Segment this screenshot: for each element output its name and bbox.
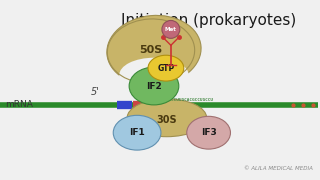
Ellipse shape <box>148 55 184 81</box>
Text: AUGCUUGCCCUUGCACGCCUGCCU: AUGCUUGCCCUUGCACGCCUGCCU <box>151 98 214 102</box>
Text: mRNA: mRNA <box>5 100 33 109</box>
Text: IF2: IF2 <box>146 82 162 91</box>
Ellipse shape <box>187 116 230 149</box>
Text: Met: Met <box>165 27 177 32</box>
Text: IF3: IF3 <box>201 128 217 137</box>
Text: © ALILA MEDICAL MEDIA: © ALILA MEDICAL MEDIA <box>244 166 313 172</box>
Ellipse shape <box>113 115 161 150</box>
Text: 5': 5' <box>91 87 99 97</box>
Ellipse shape <box>107 15 201 85</box>
Ellipse shape <box>127 99 207 137</box>
Ellipse shape <box>129 67 179 105</box>
Ellipse shape <box>119 58 189 93</box>
Text: IF1: IF1 <box>129 128 145 137</box>
Text: 50S: 50S <box>140 45 163 55</box>
Text: 30S: 30S <box>156 115 177 125</box>
Ellipse shape <box>107 21 187 83</box>
Text: Initiation (prokaryotes): Initiation (prokaryotes) <box>121 13 296 28</box>
Ellipse shape <box>162 21 180 38</box>
Text: GTP: GTP <box>157 64 174 73</box>
